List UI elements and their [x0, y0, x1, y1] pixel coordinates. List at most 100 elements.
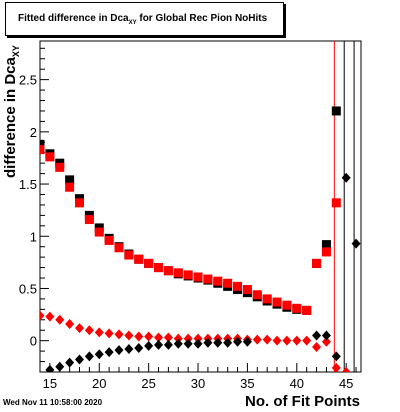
diamond-marker [252, 334, 262, 345]
diamond-marker [173, 333, 183, 344]
square-marker [183, 270, 193, 280]
diamond-marker [40, 310, 45, 321]
square-marker [312, 258, 322, 268]
square-marker [331, 198, 341, 208]
square-marker [124, 250, 134, 260]
y-tick-label: 0 [30, 334, 37, 349]
diamond-marker [134, 331, 144, 342]
datestamp: Wed Nov 11 10:58:00 2020 [3, 398, 103, 407]
square-marker [65, 175, 75, 185]
diamond-marker [55, 314, 65, 325]
x-tick-label: 40 [290, 376, 304, 391]
square-marker [163, 266, 173, 276]
diamond-marker [75, 323, 85, 334]
diamond-marker [341, 172, 351, 183]
diamond-marker [104, 347, 114, 358]
diamond-marker [94, 349, 104, 360]
diamond-marker [272, 335, 282, 346]
x-tick-label: 25 [141, 376, 155, 391]
square-marker [45, 152, 55, 162]
diamond-marker [84, 351, 94, 362]
diamond-marker [154, 332, 164, 343]
square-marker [321, 247, 331, 257]
diamond-marker [183, 338, 193, 349]
square-marker [203, 274, 213, 284]
x-axis-label: No. of Fit Points [245, 393, 360, 410]
square-marker [242, 285, 252, 295]
square-marker [223, 278, 233, 288]
diamond-marker [114, 329, 124, 340]
square-marker [144, 258, 154, 268]
diamond-marker [154, 339, 164, 350]
square-marker [282, 300, 292, 310]
square-marker [213, 276, 223, 286]
diamond-marker [262, 334, 272, 345]
square-marker [104, 235, 114, 245]
y-axis-label: difference in DcaXY [2, 45, 21, 178]
x-tick-label: 20 [92, 376, 106, 391]
diamond-marker [124, 330, 134, 341]
square-marker [252, 290, 262, 300]
diamond-marker [45, 364, 55, 372]
diamond-marker [331, 351, 341, 362]
diamond-marker [203, 337, 213, 348]
square-marker [173, 268, 183, 278]
x-tick-label: 45 [339, 376, 353, 391]
square-marker [55, 162, 65, 172]
diamond-marker [321, 336, 331, 347]
square-marker [272, 297, 282, 307]
diamond-marker [55, 361, 65, 372]
diamond-marker [193, 338, 203, 349]
diamond-marker [331, 362, 341, 372]
square-marker [302, 305, 312, 315]
diamond-marker [144, 331, 154, 342]
diamond-marker [312, 330, 322, 341]
square-marker [154, 263, 164, 273]
diamond-marker [233, 336, 243, 347]
square-marker [94, 227, 104, 237]
diamond-marker [124, 344, 134, 355]
y-tick-label: 0.5 [19, 281, 37, 296]
square-marker [262, 294, 272, 304]
diamond-marker [163, 339, 173, 350]
y-tick-label: 2.5 [19, 73, 37, 88]
diamond-marker [321, 330, 331, 341]
diamond-marker [183, 333, 193, 344]
diamond-marker [65, 318, 75, 329]
diamond-marker [65, 357, 75, 368]
diamond-marker [213, 337, 223, 348]
plot-frame [39, 40, 362, 373]
square-marker [75, 198, 85, 208]
diamond-marker [45, 311, 55, 322]
square-marker [233, 281, 243, 291]
diamond-marker [282, 335, 292, 346]
diamond-marker [302, 335, 312, 346]
markers-group [40, 106, 361, 372]
chart-title: Fitted difference in DcaXY for Global Re… [5, 2, 284, 36]
diamond-marker [292, 335, 302, 346]
diamond-marker [242, 336, 252, 347]
square-marker [114, 243, 124, 253]
x-tick-label: 35 [240, 376, 254, 391]
diamond-marker [341, 367, 351, 372]
square-marker [84, 215, 94, 225]
square-marker [292, 303, 302, 313]
diamond-marker [144, 340, 154, 351]
x-tick-label: 30 [191, 376, 205, 391]
diamond-marker [114, 345, 124, 356]
diamond-marker [94, 327, 104, 338]
y-tick-label: 1.5 [19, 177, 37, 192]
y-tick-label: 2 [30, 125, 37, 140]
square-marker [331, 106, 341, 116]
diamond-marker [351, 238, 361, 249]
square-marker [134, 254, 144, 264]
diamond-marker [75, 354, 85, 365]
diamond-marker [223, 337, 233, 348]
diamond-marker [134, 342, 144, 353]
diamond-marker [312, 341, 322, 352]
square-marker [40, 145, 45, 155]
diamond-marker [104, 328, 114, 339]
square-marker [321, 240, 331, 250]
square-marker [193, 272, 203, 282]
